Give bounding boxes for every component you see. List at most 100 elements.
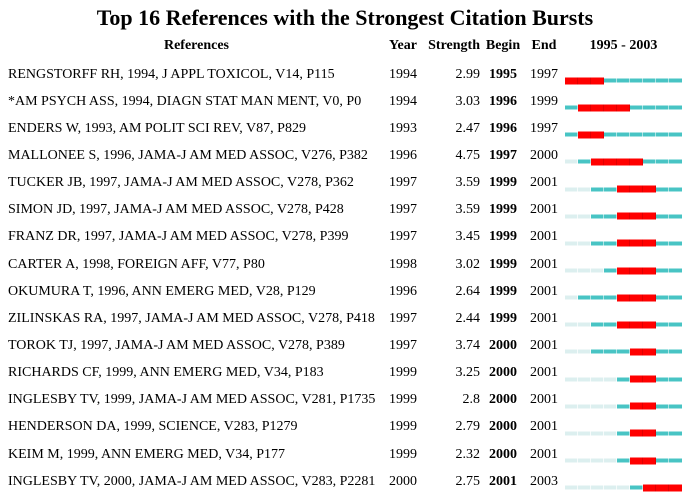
timeline-segment-1997 — [591, 77, 604, 85]
begin-cell: 1996 — [489, 120, 517, 136]
reference-cell: OKUMURA T, 1996, ANN EMERG MED, V28, P12… — [8, 283, 316, 299]
timeline-segment-1996 — [578, 404, 591, 409]
burst-row: MALLONEE S, 1996, JAMA-J AM MED ASSOC, V… — [0, 142, 690, 169]
begin-cell: 2001 — [489, 473, 517, 489]
year-cell: 1997 — [389, 202, 417, 218]
timeline-segment-2002 — [656, 404, 669, 409]
timeline-segment-2002 — [656, 241, 669, 246]
timeline-segment-1996 — [578, 431, 591, 436]
timeline-segment-2000 — [630, 132, 643, 137]
timeline-segment-1996 — [578, 295, 591, 300]
strength-cell: 2.44 — [455, 310, 481, 326]
strength-cell: 2.79 — [455, 419, 481, 435]
burst-row: FRANZ DR, 1997, JAMA-J AM MED ASSOC, V27… — [0, 224, 690, 251]
burst-row: *AM PSYCH ASS, 1994, DIAGN STAT MAN MENT… — [0, 88, 690, 115]
end-cell: 2001 — [530, 229, 558, 245]
column-header-end: End — [531, 38, 557, 53]
begin-cell: 1999 — [489, 310, 517, 326]
strength-cell: 2.8 — [462, 392, 481, 408]
timeline-segment-1997 — [591, 241, 604, 246]
timeline-segment-2000 — [630, 294, 643, 302]
timeline-segment-1996 — [578, 349, 591, 354]
end-cell: 2001 — [530, 310, 558, 326]
timeline-segment-2000 — [630, 239, 643, 247]
burst-timeline-bar — [565, 185, 682, 193]
column-header-timeline: 1995 - 2003 — [589, 38, 658, 53]
begin-cell: 2000 — [489, 419, 517, 435]
timeline-segment-1995 — [565, 458, 578, 463]
timeline-segment-1997 — [591, 131, 604, 139]
timeline-segment-2000 — [630, 212, 643, 220]
timeline-segment-2002 — [656, 159, 669, 164]
year-cell: 1999 — [389, 419, 417, 435]
timeline-segment-1998 — [604, 132, 617, 137]
timeline-segment-2003 — [669, 431, 682, 436]
timeline-segment-2002 — [656, 349, 669, 354]
strength-cell: 2.64 — [455, 283, 481, 299]
timeline-segment-2000 — [630, 185, 643, 193]
timeline-segment-1999 — [617, 404, 630, 409]
timeline-segment-1997 — [591, 214, 604, 219]
burst-timeline-bar — [565, 239, 682, 247]
timeline-segment-2002 — [656, 458, 669, 463]
timeline-segment-1998 — [604, 268, 617, 273]
timeline-segment-2001 — [643, 185, 656, 193]
timeline-segment-2003 — [669, 105, 682, 110]
timeline-segment-2003 — [669, 78, 682, 83]
burst-timeline-bar — [565, 348, 682, 356]
burst-row: TOROK TJ, 1997, JAMA-J AM MED ASSOC, V27… — [0, 332, 690, 359]
timeline-segment-1996 — [578, 485, 591, 490]
timeline-segment-2000 — [630, 485, 643, 490]
timeline-segment-2001 — [643, 457, 656, 465]
timeline-segment-1999 — [617, 158, 630, 166]
timeline-segment-1999 — [617, 321, 630, 329]
timeline-segment-2003 — [669, 214, 682, 219]
burst-row: RENGSTORFF RH, 1994, J APPL TOXICOL, V14… — [0, 61, 690, 88]
year-cell: 1999 — [389, 446, 417, 462]
timeline-segment-1997 — [591, 485, 604, 490]
timeline-segment-1999 — [617, 431, 630, 436]
strength-cell: 3.59 — [455, 202, 481, 218]
timeline-segment-2003 — [669, 404, 682, 409]
end-cell: 2000 — [530, 147, 558, 163]
year-cell: 1997 — [389, 310, 417, 326]
reference-cell: ENDERS W, 1993, AM POLIT SCI REV, V87, P… — [8, 120, 306, 136]
timeline-segment-2002 — [656, 268, 669, 273]
page-title: Top 16 References with the Strongest Cit… — [96, 5, 594, 30]
burst-timeline-bar — [565, 402, 682, 410]
timeline-segment-2003 — [669, 241, 682, 246]
year-cell: 1997 — [389, 175, 417, 191]
reference-cell: CARTER A, 1998, FOREIGN AFF, V77, P80 — [8, 256, 265, 272]
timeline-segment-2002 — [656, 431, 669, 436]
year-cell: 1999 — [389, 365, 417, 381]
begin-cell: 1996 — [489, 93, 517, 109]
timeline-segment-1998 — [604, 377, 617, 382]
timeline-segment-1995 — [565, 159, 578, 164]
strength-cell: 3.03 — [455, 93, 481, 109]
timeline-segment-1999 — [617, 239, 630, 247]
timeline-segment-1997 — [591, 104, 604, 112]
timeline-segment-1996 — [578, 77, 591, 85]
reference-cell: *AM PSYCH ASS, 1994, DIAGN STAT MAN MENT… — [8, 93, 362, 109]
reference-cell: TOROK TJ, 1997, JAMA-J AM MED ASSOC, V27… — [8, 337, 345, 353]
column-header-begin: Begin — [485, 38, 521, 53]
burst-row: TUCKER JB, 1997, JAMA-J AM MED ASSOC, V2… — [0, 170, 690, 197]
timeline-segment-2002 — [656, 187, 669, 192]
begin-cell: 2000 — [489, 446, 517, 462]
timeline-segment-1999 — [617, 267, 630, 275]
timeline-segment-1998 — [604, 187, 617, 192]
reference-cell: ZILINSKAS RA, 1997, JAMA-J AM MED ASSOC,… — [8, 310, 375, 326]
year-cell: 1998 — [389, 256, 417, 272]
year-cell: 1993 — [389, 120, 417, 136]
timeline-segment-1995 — [565, 322, 578, 327]
timeline-segment-1996 — [578, 458, 591, 463]
timeline-segment-2002 — [656, 105, 669, 110]
timeline-segment-2001 — [643, 321, 656, 329]
timeline-segment-1996 — [578, 377, 591, 382]
burst-row: ENDERS W, 1993, AM POLIT SCI REV, V87, P… — [0, 115, 690, 142]
timeline-segment-1997 — [591, 431, 604, 436]
timeline-segment-1995 — [565, 214, 578, 219]
timeline-segment-2003 — [669, 159, 682, 164]
timeline-segment-1998 — [604, 485, 617, 490]
